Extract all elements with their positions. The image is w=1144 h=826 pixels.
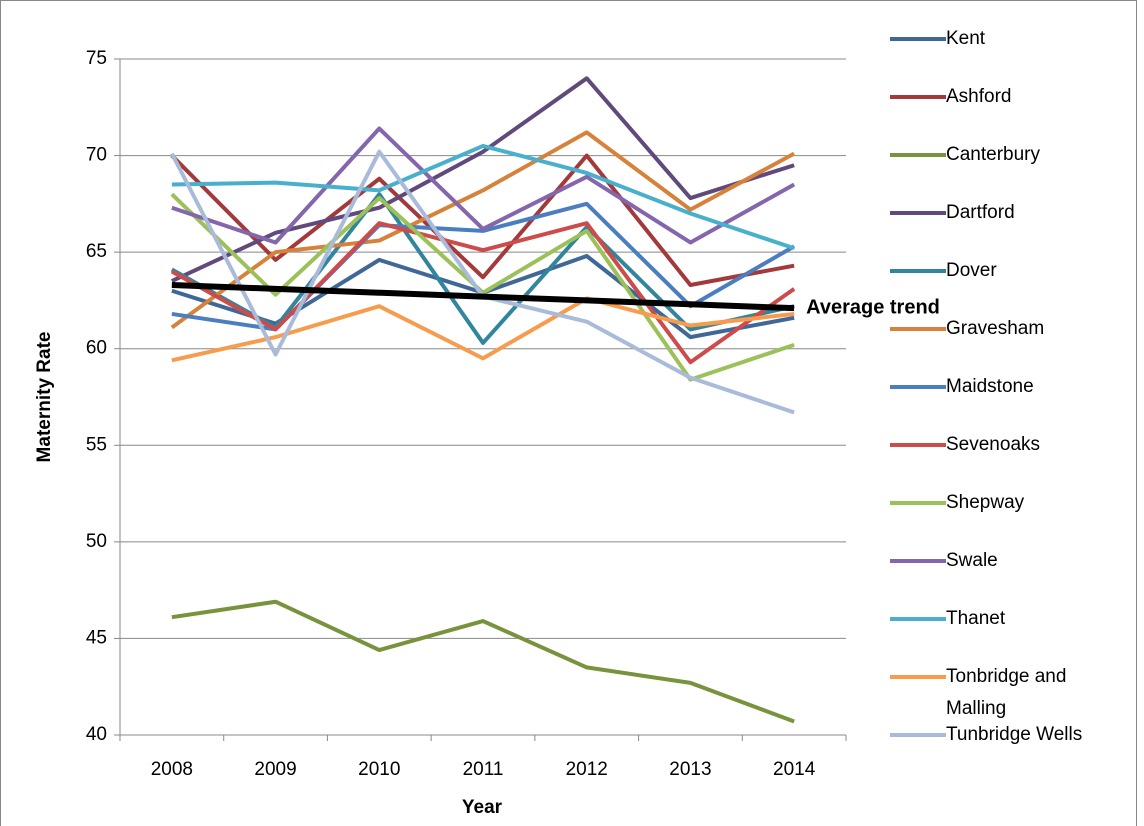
x-tick-label: 2009: [254, 759, 296, 780]
legend-swatch: [890, 37, 946, 41]
y-tick-label: 45: [86, 627, 107, 648]
y-axis-label: Maternity Rate: [34, 332, 55, 463]
x-tick-label: 2014: [773, 759, 816, 780]
series-line: [171, 76, 795, 283]
legend-swatch: [890, 95, 946, 99]
legend-entry: Dartford: [890, 197, 1090, 229]
trend-line: [171, 281, 795, 312]
legend-label: Dartford: [946, 202, 1015, 223]
legend-label: Gravesham: [946, 318, 1045, 339]
y-tick-label: 50: [86, 531, 107, 552]
series-line: [171, 296, 795, 363]
series-line: [171, 201, 796, 332]
y-tick-label: 75: [86, 48, 107, 69]
x-tick-label: 2012: [566, 759, 608, 780]
legend-entry: Kent: [890, 23, 1090, 55]
legend-swatch: [890, 211, 946, 215]
legend-entry: Canterbury: [890, 139, 1090, 171]
x-tick-label: 2008: [151, 759, 193, 780]
legend-label: Maidstone: [946, 376, 1034, 397]
legend-swatch: [890, 675, 946, 679]
legend-swatch: [890, 501, 946, 505]
y-tick-label: 40: [86, 724, 107, 745]
series-line: [170, 130, 796, 330]
legend-entry: Tunbridge Wells: [890, 719, 1090, 751]
legend-entry: Maidstone: [890, 371, 1090, 403]
legend-entry: Shepway: [890, 487, 1090, 519]
y-tick-label: 70: [86, 145, 107, 166]
legend-swatch: [890, 269, 946, 273]
series-line: [171, 143, 795, 251]
legend-swatch: [890, 153, 946, 157]
legend-swatch: [890, 327, 946, 331]
x-tick-label: 2013: [669, 759, 711, 780]
legend-label: Tunbridge Wells: [946, 724, 1083, 745]
legend-entry: Tonbridge and Malling: [890, 661, 1090, 725]
trend-label: Average trend: [806, 296, 940, 318]
series-line: [170, 153, 795, 287]
series-line: [171, 126, 796, 245]
legend-label: Thanet: [946, 608, 1006, 629]
legend-entry: Swale: [890, 545, 1090, 577]
legend-label: Tonbridge and Malling: [946, 666, 1067, 719]
legend-label: Ashford: [946, 86, 1012, 107]
x-axis-label: Year: [462, 797, 503, 818]
legend-entry: Ashford: [890, 81, 1090, 113]
y-tick-label: 65: [86, 241, 107, 262]
legend-entry: Dover: [890, 255, 1090, 287]
legend-swatch: [890, 385, 946, 389]
legend-label: Dover: [946, 260, 997, 281]
legend-label: Canterbury: [946, 144, 1040, 165]
y-tick-label: 55: [86, 434, 107, 455]
legend-swatch: [890, 617, 946, 621]
legend-swatch: [890, 443, 946, 447]
y-tick-label: 60: [86, 338, 107, 359]
legend-swatch: [890, 733, 946, 737]
legend-entry: Thanet: [890, 603, 1090, 635]
x-tick-label: 2011: [463, 759, 504, 780]
series-line: [171, 599, 795, 724]
legend-label: Swale: [946, 550, 998, 571]
legend-entry: Gravesham: [890, 313, 1090, 345]
series-line: [170, 221, 796, 365]
legend-label: Shepway: [946, 492, 1025, 513]
legend-label: Kent: [946, 28, 986, 49]
legend-label: Sevenoaks: [946, 434, 1041, 455]
x-tick-label: 2010: [358, 759, 400, 780]
legend-swatch: [890, 559, 946, 563]
legend-entry: Sevenoaks: [890, 429, 1090, 461]
